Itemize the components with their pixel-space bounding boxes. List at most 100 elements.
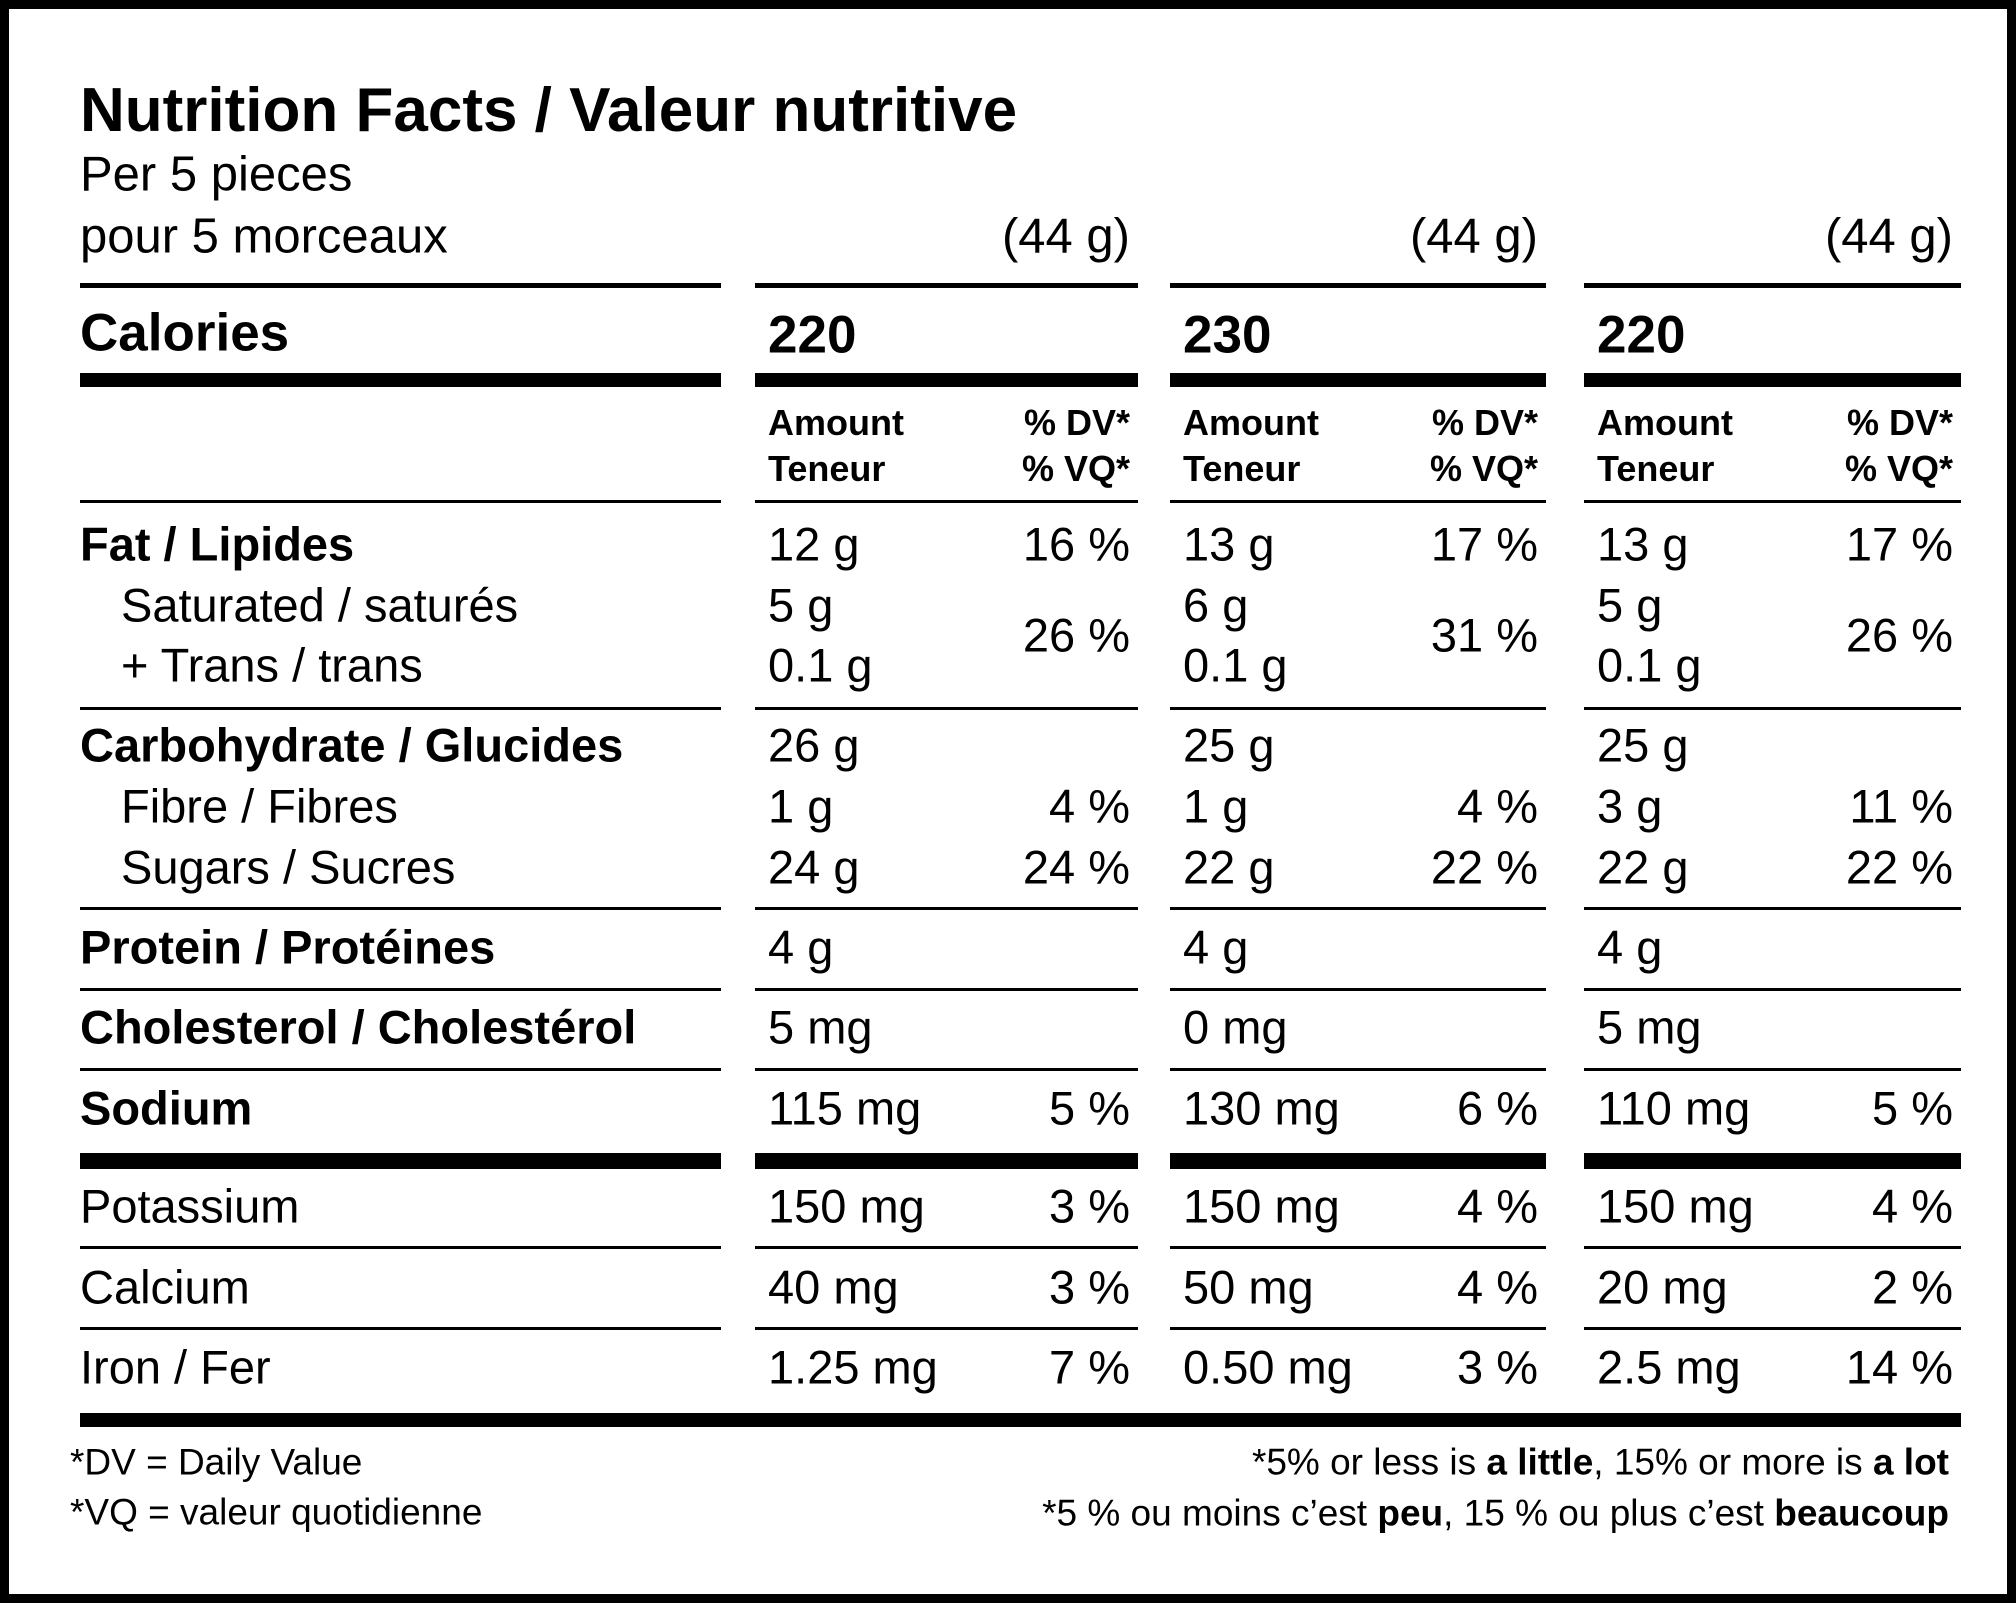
col3-rule-top [1584,283,1961,288]
footer-en-note-part-2: , 15% or more is [1593,1441,1873,1483]
col3-rule-cholesterol [1584,1068,1961,1071]
col3-rule-calcium [1584,1327,1961,1330]
nutrient-label-cholesterol: Cholesterol / Cholestérol [80,1000,637,1054]
footer-en-note-part-1: *5% or less is [1251,1441,1487,1483]
col2-dv-header-1: % DV* [1431,402,1538,443]
dv-definition: *DV = Daily Value [70,1441,363,1483]
rule-left-header [80,500,721,503]
col2-iron-amount: 0.50 mg [1183,1340,1353,1394]
col1-rule-protein [755,988,1138,991]
col1-dv-header-2: % VQ* [1021,448,1130,489]
calories-label: Calories [80,303,290,363]
col3-calcium-amount: 20 mg [1597,1260,1728,1314]
col2-sodium-amount: 130 mg [1183,1081,1340,1135]
col1-sugars-dv: 24 % [1022,840,1130,894]
serving-line-2: pour 5 morceaux [80,209,448,264]
col2-sugars-dv: 22 % [1430,840,1538,894]
rule-left-sugars [80,907,721,910]
col3-rule-protein [1584,988,1961,991]
col3-rule-sodium [1584,1153,1961,1169]
col2-cholesterol-amount: 0 mg [1183,1000,1288,1054]
nutrient-label-iron: Iron / Fer [80,1340,271,1394]
col3-potassium-dv: 4 % [1872,1179,1953,1233]
col1-sat-trans-dv: 26 % [1022,608,1130,662]
col2-potassium-amount: 150 mg [1183,1179,1340,1233]
col2-fat-amount: 13 g [1183,517,1275,571]
col2-protein-amount: 4 g [1183,920,1249,974]
nutrient-label-calcium: Calcium [80,1260,250,1314]
rule-left-sat-trans [80,707,721,710]
col3-fibre-amount: 3 g [1597,779,1663,833]
rule-left-top [80,283,721,288]
nutrient-label-carbohydrate: Carbohydrate / Glucides [80,718,624,772]
footer-en-note-bold-1: a little [1486,1441,1594,1483]
nutrient-label-sodium: Sodium [80,1081,253,1135]
col1-calcium-dv: 3 % [1049,1260,1130,1314]
col2-saturated-amount: 6 g [1183,578,1249,632]
rule-left-calcium [80,1327,721,1330]
col2-rule-potassium [1170,1246,1546,1249]
footer-en-note-bold-2: a lot [1872,1441,1949,1483]
col3-dv-header-1: % DV* [1846,402,1953,443]
nutrient-label-saturated: Saturated / saturés [121,578,519,632]
col3-fat-amount: 13 g [1597,517,1689,571]
col1-potassium-dv: 3 % [1049,1179,1130,1233]
col2-rule-sugars [1170,907,1546,910]
footer-fr-note-part-1: *5 % ou moins c’est [1042,1492,1378,1534]
col3-fat-dv: 17 % [1845,517,1953,571]
col3-saturated-amount: 5 g [1597,578,1663,632]
col1-calcium-amount: 40 mg [768,1260,899,1314]
nutrient-label-fat: Fat / Lipides [80,517,355,571]
col1-iron-dv: 7 % [1049,1340,1130,1394]
col1-rule-sodium [755,1153,1138,1169]
col1-rule-calories [755,373,1138,387]
col2-iron-dv: 3 % [1457,1340,1538,1394]
col2-potassium-dv: 4 % [1457,1179,1538,1233]
col1-dv-header-1: % DV* [1023,402,1130,443]
col1-calories: 220 [768,305,857,365]
col3-rule-sugars [1584,907,1961,910]
col2-calcium-dv: 4 % [1457,1260,1538,1314]
serving-line-1: Per 5 pieces [80,147,353,202]
footer-en-note: *5% or less is a little, 15% or more is … [1252,1444,1949,1481]
col3-rule-header [1584,500,1961,503]
col2-fibre-amount: 1 g [1183,779,1249,833]
col1-sodium-dv: 5 % [1049,1081,1130,1135]
col3-calcium-dv: 2 % [1872,1260,1953,1314]
rule-left-potassium [80,1246,721,1249]
col3-calories: 220 [1597,305,1686,365]
col3-carbohydrate-amount: 25 g [1597,718,1689,772]
col2-rule-sat-trans [1170,707,1546,710]
col2-carbohydrate-amount: 25 g [1183,718,1275,772]
col1-saturated-amount: 5 g [768,578,834,632]
col3-protein-amount: 4 g [1597,920,1663,974]
col3-iron-dv: 14 % [1845,1340,1953,1394]
col1-cholesterol-amount: 5 mg [768,1000,873,1054]
footer-fr-note-part-2: , 15 % ou plus c’est [1443,1492,1775,1534]
col3-rule-sat-trans [1584,707,1961,710]
col1-fibre-amount: 1 g [768,779,834,833]
col1-amount-header-2: Teneur [768,448,886,489]
footer-fr-note-bold-1: peu [1377,1492,1444,1534]
col2-fibre-dv: 4 % [1457,779,1538,833]
col1-fibre-dv: 4 % [1049,779,1130,833]
col2-sodium-dv: 6 % [1457,1081,1538,1135]
col2-trans-amount: 0.1 g [1183,638,1288,692]
col2-rule-cholesterol [1170,1068,1546,1071]
col2-rule-protein [1170,988,1546,991]
col2-serving-size: (44 g) [1409,209,1538,264]
col2-calories: 230 [1183,305,1272,365]
col3-sodium-dv: 5 % [1872,1081,1953,1135]
col1-trans-amount: 0.1 g [768,638,873,692]
col2-amount-header-2: Teneur [1183,448,1301,489]
col1-rule-sugars [755,907,1138,910]
col1-iron-amount: 1.25 mg [768,1340,938,1394]
col3-serving-size: (44 g) [1824,209,1953,264]
col3-amount-header-2: Teneur [1597,448,1715,489]
col3-trans-amount: 0.1 g [1597,638,1702,692]
col2-rule-sodium [1170,1153,1546,1169]
col2-fat-dv: 17 % [1430,517,1538,571]
col1-sugars-amount: 24 g [768,840,860,894]
nutrient-label-trans: + Trans / trans [121,638,423,692]
